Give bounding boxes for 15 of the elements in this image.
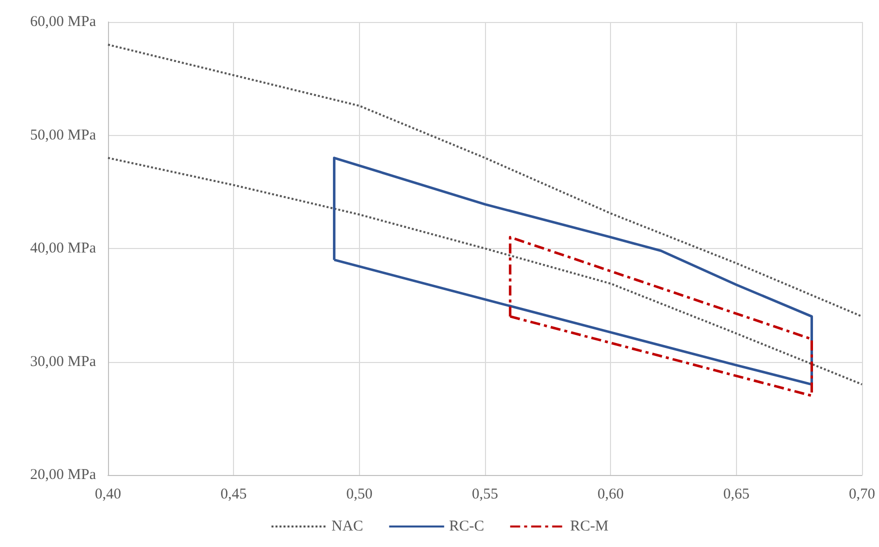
legend-label: NAC [331, 518, 364, 534]
x-tick-label: 0,65 [723, 486, 750, 502]
x-tick-label: 0,60 [598, 486, 624, 502]
y-tick-label: 50,00 MPa [30, 127, 96, 144]
x-tick-label: 0,50 [346, 486, 372, 502]
x-tick-label: 0,45 [220, 486, 247, 502]
y-tick-label: 30,00 MPa [30, 354, 96, 370]
legend-label: RC-C [449, 518, 484, 534]
x-tick-label: 0,70 [848, 486, 876, 502]
x-tick-label: 0,40 [94, 486, 122, 502]
y-tick-label: 60,00 MPa [30, 14, 96, 30]
x-tick-label: 0,55 [472, 486, 498, 502]
y-tick-label: 20,00 MPa [30, 467, 96, 483]
y-tick-label: 40,00 MPa [30, 240, 96, 256]
legend-label: RC-M [570, 518, 609, 534]
